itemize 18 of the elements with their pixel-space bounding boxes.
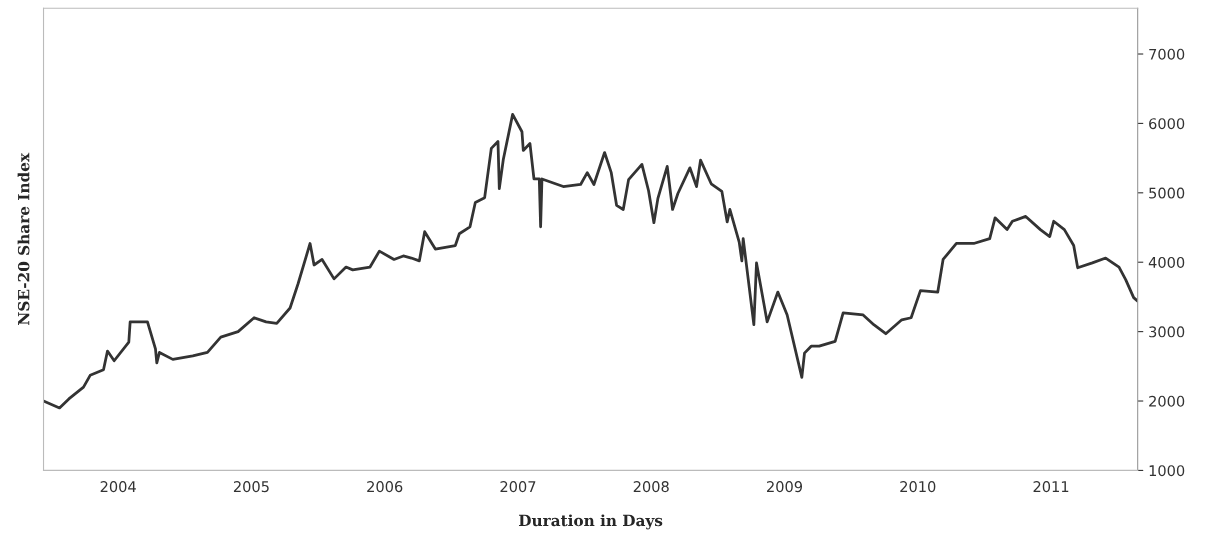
line-series bbox=[43, 113, 1138, 410]
y-tick-label: 5000 bbox=[1149, 187, 1185, 199]
x-tick-label: 2010 bbox=[900, 481, 936, 493]
x-tick-label: 2004 bbox=[100, 481, 136, 493]
y-tick-label: 3000 bbox=[1149, 326, 1185, 338]
x-tick-label: 2011 bbox=[1033, 481, 1069, 493]
y-axis-title: NSE-20 Share Index bbox=[17, 152, 30, 326]
x-tick-label: 2007 bbox=[500, 481, 536, 493]
x-tick-label: 2008 bbox=[633, 481, 669, 493]
x-tick-label: 2006 bbox=[367, 481, 403, 493]
y-tick-label: 4000 bbox=[1148, 256, 1185, 268]
y-tick-label: 1000 bbox=[1149, 465, 1185, 477]
x-tick-label: 2009 bbox=[767, 481, 803, 493]
y-tick-label: 7000 bbox=[1149, 48, 1185, 60]
y-tick-label: 2000 bbox=[1149, 395, 1185, 407]
y-tick-label: 6000 bbox=[1149, 118, 1185, 130]
x-tick-label: 2005 bbox=[233, 481, 269, 493]
x-axis-title: Duration in Days bbox=[518, 514, 663, 530]
